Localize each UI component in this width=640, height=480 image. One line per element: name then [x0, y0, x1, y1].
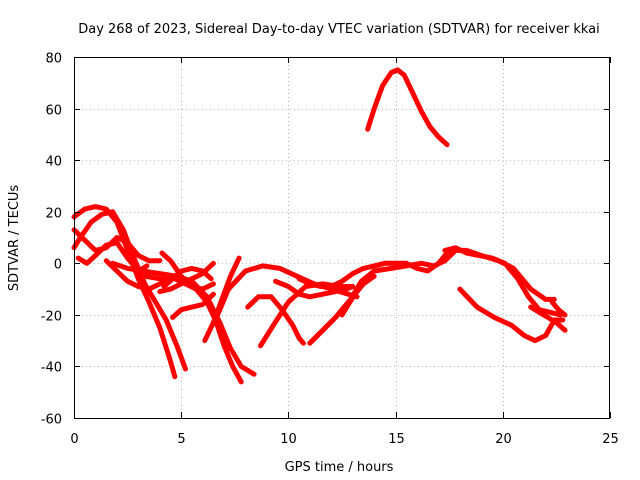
axis-ticks — [74, 57, 611, 419]
x-tick-label: 25 — [602, 432, 619, 447]
series-line-arc-25 — [365, 67, 450, 148]
series-line-arc-18 — [339, 273, 377, 318]
chart-title: Day 268 of 2023, Sidereal Day-to-day VTE… — [78, 22, 600, 37]
y-tick-label: 40 — [45, 155, 62, 170]
series-line-arc-15 — [258, 281, 356, 349]
series-line-arc-1 — [71, 204, 178, 380]
series-line-arc-23 — [528, 304, 568, 333]
series-line-arc-16 — [273, 278, 356, 300]
x-tick-label: 5 — [177, 432, 185, 447]
x-tick-label: 20 — [495, 432, 512, 447]
series-line-arc-19 — [296, 247, 452, 289]
series-line-arc-21 — [457, 286, 566, 344]
series-line-arc-22 — [504, 263, 564, 318]
y-axis-label: SDTVAR / TECUs — [7, 185, 22, 292]
series-line-arc-10 — [161, 265, 214, 289]
series-line-arc-24 — [549, 299, 568, 318]
series-line-arc-20 — [442, 245, 508, 266]
series-line-arc-11 — [170, 291, 216, 320]
x-axis-label: GPS time / hours — [285, 460, 394, 475]
y-tick-label: 20 — [45, 207, 62, 222]
grid-lines — [74, 57, 610, 418]
x-tick-label: 10 — [280, 432, 297, 447]
series-line-arc-3 — [71, 227, 163, 264]
y-tick-label: -60 — [41, 413, 62, 428]
data-series — [71, 67, 568, 385]
series-line-arc-5 — [103, 258, 173, 292]
y-tick-label: -40 — [41, 361, 62, 376]
plot-frame — [74, 57, 610, 419]
y-tick-label: 80 — [45, 52, 62, 67]
x-tick-labels: 0 5 10 15 20 25 — [70, 432, 618, 447]
y-tick-label: 0 — [54, 258, 62, 273]
series-line-arc-7 — [142, 273, 244, 385]
x-tick-label: 15 — [388, 432, 405, 447]
y-tick-label: 60 — [45, 104, 62, 119]
y-tick-label: -20 — [41, 310, 62, 325]
y-tick-labels: -60 -40 -20 0 20 40 60 80 — [41, 52, 62, 428]
x-tick-label: 0 — [70, 432, 78, 447]
